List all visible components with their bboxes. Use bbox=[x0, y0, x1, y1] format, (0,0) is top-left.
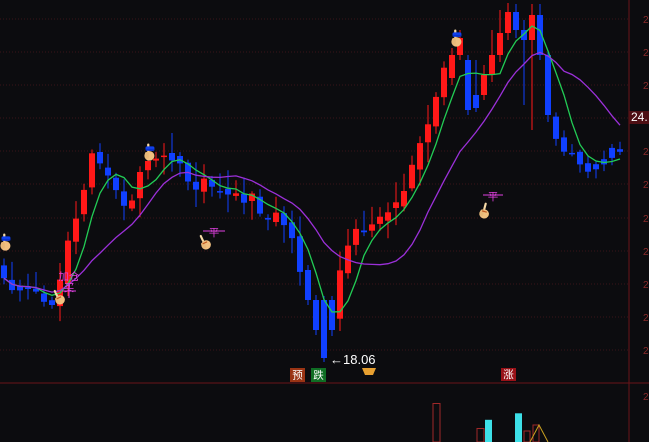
svg-text:跌: 跌 bbox=[313, 369, 324, 382]
svg-text:2: 2 bbox=[643, 247, 649, 258]
svg-text:平: 平 bbox=[209, 227, 220, 239]
svg-text:2: 2 bbox=[643, 313, 649, 324]
svg-text:涨: 涨 bbox=[503, 369, 514, 381]
svg-text:2: 2 bbox=[643, 346, 649, 357]
svg-text:2: 2 bbox=[643, 180, 649, 191]
svg-text:2: 2 bbox=[643, 147, 649, 158]
svg-text:2: 2 bbox=[643, 15, 649, 26]
svg-text:2: 2 bbox=[643, 81, 649, 92]
svg-text:2: 2 bbox=[643, 48, 649, 59]
svg-text:2: 2 bbox=[643, 280, 649, 291]
svg-text:←18.06: ←18.06 bbox=[330, 352, 376, 367]
svg-text:2: 2 bbox=[643, 214, 649, 225]
svg-text:2: 2 bbox=[643, 392, 649, 403]
svg-text:24.: 24. bbox=[631, 110, 648, 124]
svg-text:平: 平 bbox=[488, 191, 499, 203]
svg-text:预: 预 bbox=[292, 370, 303, 382]
